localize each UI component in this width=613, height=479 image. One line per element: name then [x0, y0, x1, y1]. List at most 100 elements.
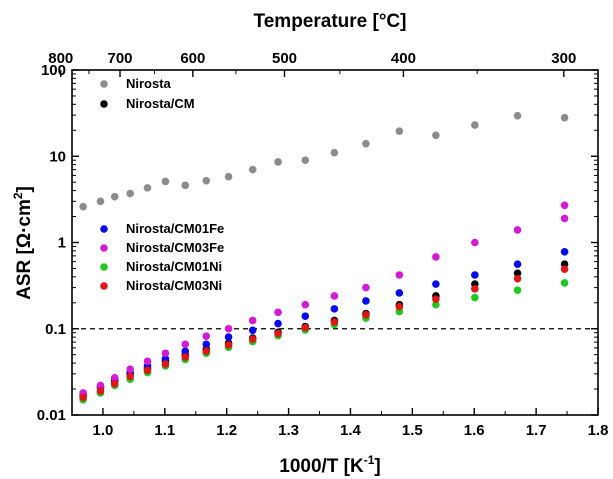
- data-point: [161, 354, 170, 363]
- data-point: [161, 177, 170, 186]
- y-tick-label: 100: [41, 62, 66, 79]
- top-tick-label: 300: [551, 50, 576, 67]
- x-tick-label: 1.5: [402, 422, 423, 439]
- legend-label: Nirosta/CM: [126, 96, 195, 111]
- y-axis-title-superscript: 2: [11, 192, 25, 199]
- data-point: [181, 353, 190, 361]
- data-point: [330, 292, 339, 300]
- legend-marker: [100, 100, 108, 108]
- data-point: [248, 335, 257, 343]
- y-tick-label: 0.01: [37, 407, 66, 424]
- legend-label: Nirosta/CM03Ni: [126, 278, 222, 293]
- data-point: [96, 197, 105, 206]
- data-point: [471, 285, 479, 293]
- data-point: [362, 283, 370, 292]
- y-tick-label: 1: [58, 235, 66, 252]
- data-point: [248, 165, 257, 174]
- x-tick-label: 1.8: [588, 422, 609, 439]
- data-point: [513, 274, 522, 283]
- data-point: [126, 365, 134, 373]
- data-point: [110, 192, 119, 201]
- data-point: [471, 121, 479, 129]
- data-point: [224, 341, 233, 349]
- data-points: [79, 111, 569, 404]
- data-point: [143, 357, 152, 366]
- data-point: [110, 380, 119, 388]
- data-point: [330, 305, 339, 313]
- data-point: [79, 393, 87, 402]
- legend-marker: [100, 244, 108, 252]
- x-axis-title-superscript: -1: [364, 453, 375, 467]
- data-point: [126, 189, 134, 198]
- y-axis-ticks: 0.01 0.1 1 10 100: [37, 62, 598, 424]
- data-point: [202, 176, 211, 185]
- legend-marker: [100, 80, 108, 88]
- legend-label: Nirosta/CM01Ni: [126, 259, 222, 274]
- data-point: [362, 139, 370, 148]
- data-point: [274, 308, 282, 317]
- x-tick-label: 1.7: [526, 422, 547, 439]
- top-axis-title: Temperature [°C]: [254, 11, 407, 32]
- legend-top-left: Nirosta Nirosta/CM: [100, 76, 195, 111]
- data-point: [274, 329, 282, 338]
- data-point: [126, 372, 134, 381]
- x-axis-title-close: ]: [374, 456, 380, 477]
- x-tick-label: 1.3: [278, 422, 299, 439]
- data-point: [274, 158, 282, 166]
- x-tick-label: 1.1: [154, 422, 175, 439]
- data-point: [362, 311, 370, 319]
- top-tick-label: 600: [180, 50, 205, 67]
- data-point: [513, 111, 522, 120]
- legend-marker: [100, 263, 108, 271]
- series-nirosta-cm03fe: [79, 201, 569, 397]
- data-point: [560, 248, 569, 256]
- x-tick-label: 1.4: [340, 422, 362, 439]
- data-point: [301, 300, 310, 309]
- data-point: [395, 127, 404, 136]
- x-tick-label: 1.0: [93, 422, 114, 439]
- data-point: [395, 289, 404, 297]
- legend-label: Nirosta/CM01Fe: [126, 221, 224, 236]
- data-point: [395, 271, 404, 279]
- data-point: [181, 347, 190, 355]
- data-point: [224, 333, 233, 341]
- data-point: [513, 260, 522, 269]
- data-point: [560, 265, 569, 274]
- x-tick-label: 1.2: [216, 422, 237, 439]
- data-point: [513, 286, 522, 294]
- data-point: [224, 324, 233, 333]
- x-tick-label: 1.6: [464, 422, 485, 439]
- y-axis-title-close: ]: [14, 186, 35, 192]
- data-point: [560, 113, 569, 122]
- series-nirosta: [79, 111, 569, 211]
- data-point: [248, 316, 257, 325]
- y-axis-title-main: ASR [Ω·cm: [14, 199, 35, 300]
- data-point: [432, 300, 440, 309]
- top-tick-label: 400: [391, 50, 416, 67]
- data-point: [513, 226, 522, 234]
- data-point: [248, 326, 257, 335]
- data-point: [560, 201, 569, 210]
- x-axis-ticks: 1.0 1.1 1.2 1.3 1.4 1.5 1.6 1.7 1.8: [71, 408, 609, 439]
- legend-middle-left: Nirosta/CM01Fe Nirosta/CM03Fe Nirosta/CM01…: [100, 221, 224, 293]
- data-point: [143, 366, 152, 375]
- data-point: [181, 181, 190, 190]
- y-tick-label: 10: [49, 148, 66, 165]
- top-tick-label: 800: [48, 50, 73, 67]
- series-nirosta-cm03ni: [79, 265, 569, 402]
- data-point: [202, 340, 211, 349]
- legend-label: Nirosta: [126, 76, 172, 91]
- x-axis-title-main: 1000/T [K: [279, 456, 364, 477]
- data-point: [274, 319, 282, 328]
- series-nirosta-cm01ni: [79, 279, 569, 404]
- data-point: [224, 172, 233, 181]
- data-point: [432, 295, 440, 304]
- data-point: [432, 131, 440, 140]
- data-point: [301, 312, 310, 320]
- data-point: [96, 381, 105, 390]
- data-point: [513, 269, 522, 278]
- data-point: [432, 253, 440, 261]
- data-point: [471, 293, 479, 302]
- data-point: [161, 349, 170, 358]
